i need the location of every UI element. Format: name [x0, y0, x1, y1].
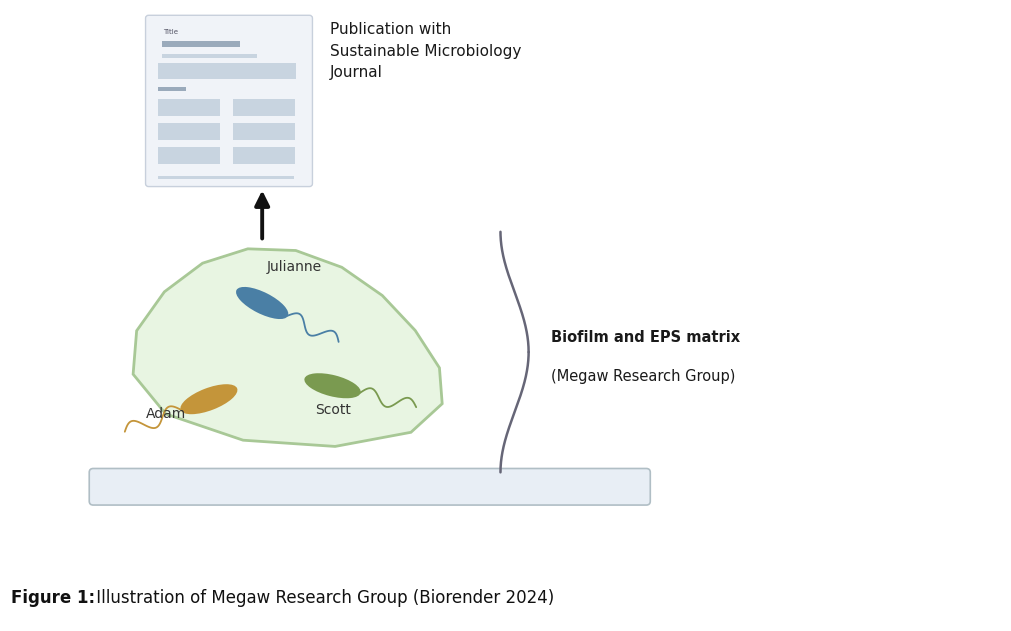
FancyBboxPatch shape	[146, 15, 312, 187]
Text: Scott: Scott	[314, 403, 351, 416]
Text: Figure 1:: Figure 1:	[11, 589, 95, 607]
FancyBboxPatch shape	[158, 176, 294, 179]
FancyBboxPatch shape	[158, 147, 220, 165]
FancyBboxPatch shape	[158, 86, 186, 91]
FancyBboxPatch shape	[233, 147, 295, 165]
Ellipse shape	[236, 287, 288, 319]
FancyBboxPatch shape	[158, 99, 220, 116]
Ellipse shape	[180, 384, 238, 414]
Text: Adam: Adam	[146, 408, 186, 422]
Text: (Megaw Research Group): (Megaw Research Group)	[551, 369, 735, 384]
Text: Biofilm and EPS matrix: Biofilm and EPS matrix	[551, 330, 740, 345]
FancyBboxPatch shape	[158, 123, 220, 140]
Ellipse shape	[304, 373, 361, 398]
FancyBboxPatch shape	[89, 468, 650, 505]
Text: Publication with
Sustainable Microbiology
Journal: Publication with Sustainable Microbiolog…	[330, 22, 521, 80]
FancyBboxPatch shape	[162, 54, 257, 57]
Text: Title: Title	[163, 28, 178, 35]
FancyBboxPatch shape	[233, 99, 295, 116]
FancyBboxPatch shape	[233, 123, 295, 140]
FancyBboxPatch shape	[158, 63, 296, 79]
Text: Illustration of Megaw Research Group (Biorender 2024): Illustration of Megaw Research Group (Bi…	[91, 589, 554, 607]
Polygon shape	[133, 249, 442, 447]
Text: Julianne: Julianne	[267, 260, 321, 274]
FancyBboxPatch shape	[162, 41, 240, 47]
